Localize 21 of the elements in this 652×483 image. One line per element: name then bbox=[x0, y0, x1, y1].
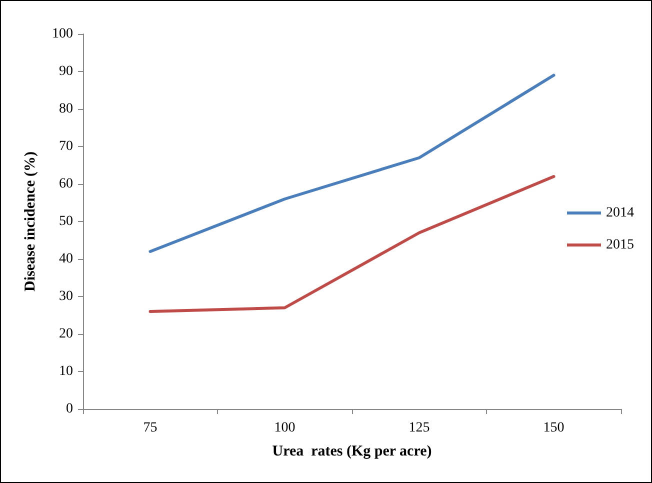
x-tick-label: 150 bbox=[543, 420, 564, 436]
x-tick-label: 75 bbox=[143, 420, 158, 436]
y-tick-label: 20 bbox=[59, 326, 73, 342]
y-tick-label: 40 bbox=[59, 252, 73, 266]
y-tick-label: 60 bbox=[59, 176, 73, 192]
y-axis-title: Disease incidence (%) bbox=[22, 152, 38, 292]
legend-label: 2014 bbox=[606, 206, 634, 220]
y-tick-label: 100 bbox=[52, 26, 73, 42]
y-tick-label: 0 bbox=[66, 402, 73, 416]
y-tick-label: 10 bbox=[59, 364, 73, 379]
legend-label: 2015 bbox=[606, 238, 634, 252]
line-series bbox=[148, 74, 556, 253]
y-tick-label: 30 bbox=[59, 289, 73, 304]
x-axis-title: Urea rates (Kg per acre) bbox=[272, 444, 432, 460]
line-series bbox=[148, 175, 556, 313]
y-tick-label: 50 bbox=[59, 214, 73, 229]
y-tick-label: 70 bbox=[59, 139, 73, 154]
x-tick-label: 125 bbox=[408, 420, 430, 436]
y-tick-label: 80 bbox=[59, 102, 73, 116]
y-tick-label: 90 bbox=[59, 64, 73, 79]
x-tick-label: 100 bbox=[274, 420, 296, 436]
